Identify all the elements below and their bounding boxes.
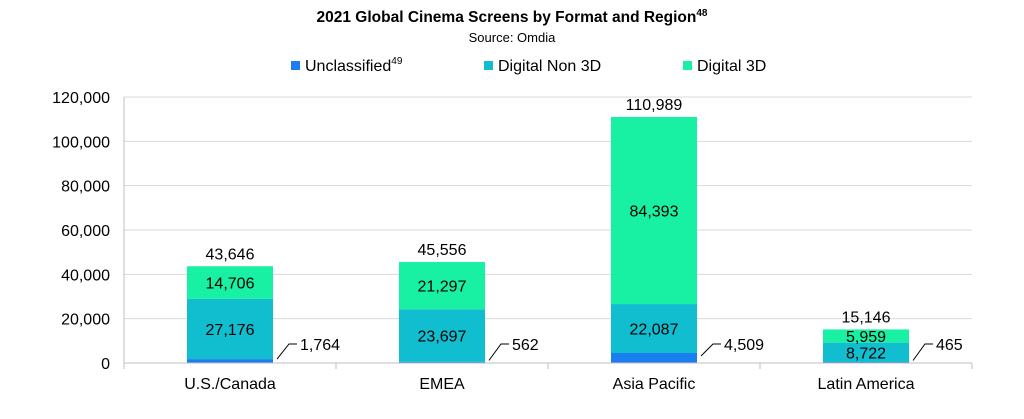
data-label-unclassified: 1,764	[300, 337, 340, 354]
data-label-digital-3d: 14,706	[206, 276, 255, 293]
legend-label-unclassified: Unclassified49	[305, 56, 403, 75]
leader-line	[700, 343, 721, 357]
chart-title-group: 2021 Global Cinema Screens by Format and…	[317, 8, 708, 45]
data-label-unclassified: 465	[936, 337, 963, 354]
leader-line	[488, 343, 509, 361]
x-tick-label: EMEA	[419, 376, 465, 393]
bar-latin-america-unclassified	[823, 361, 909, 363]
data-label-unclassified: 4,509	[724, 337, 764, 354]
legend-swatch-digital-non-3d	[484, 61, 493, 70]
data-label-digital-non-3d: 22,087	[630, 322, 679, 339]
chart-title-footnote: 48	[696, 8, 708, 19]
x-tick-label: Asia Pacific	[613, 376, 696, 393]
y-tick-label: 80,000	[61, 179, 110, 196]
y-tick-label: 0	[101, 356, 110, 373]
y-axis: 0 20,000 40,000 60,000 80,000 100,000 120,000	[52, 90, 125, 373]
bar-emea-digital-non-3d	[399, 309, 485, 362]
y-tick-label: 40,000	[61, 267, 110, 284]
data-label-total: 15,146	[842, 309, 891, 326]
data-label-total: 43,646	[206, 246, 255, 263]
legend-label-digital-non-3d: Digital Non 3D	[498, 58, 601, 75]
bar-u-s-canada-digital-3d	[187, 266, 273, 299]
bar-latin-america-digital-non-3d	[823, 342, 909, 362]
bar-asia-pacific-digital-non-3d	[611, 304, 697, 354]
bar-u-s-canada-unclassified	[187, 359, 273, 363]
data-label-digital-3d: 5,959	[846, 329, 886, 346]
y-tick-label: 120,000	[52, 90, 110, 107]
y-tick-label: 100,000	[52, 134, 110, 151]
data-label-digital-3d: 21,297	[418, 279, 467, 296]
chart-title-text: 2021 Global Cinema Screens by Format and…	[317, 9, 697, 26]
bar-asia-pacific-digital-3d	[611, 116, 697, 305]
bar-latin-america-digital-3d	[823, 329, 909, 343]
chart-title: 2021 Global Cinema Screens by Format and…	[317, 8, 708, 26]
data-label-digital-non-3d: 8,722	[846, 345, 886, 362]
legend: Unclassified49 Digital Non 3D Digital 3D	[291, 56, 766, 75]
legend-label-digital-3d: Digital 3D	[697, 58, 766, 75]
y-tick-label: 60,000	[61, 223, 110, 240]
leader-line	[276, 343, 297, 360]
chart-subtitle: Source: Omdia	[469, 30, 556, 45]
data-label-unclassified: 562	[512, 337, 539, 354]
legend-swatch-unclassified	[291, 61, 300, 70]
data-label-total: 45,556	[418, 242, 467, 259]
data-label-digital-non-3d: 23,697	[418, 328, 467, 345]
x-tick-label: U.S./Canada	[184, 376, 276, 393]
bars	[187, 116, 909, 363]
bar-emea-unclassified	[399, 361, 485, 363]
data-label-total: 110,989	[626, 97, 683, 114]
x-axis: U.S./Canada EMEA Asia Pacific Latin America	[123, 362, 973, 393]
data-labels: 1,764 27,176 14,706 43,646 562 23,697 21,297 45…	[206, 97, 963, 362]
data-label-digital-non-3d: 27,176	[206, 322, 255, 339]
bar-emea-digital-3d	[399, 262, 485, 310]
bar-u-s-canada-digital-non-3d	[187, 298, 273, 360]
x-tick-label: Latin America	[818, 376, 915, 393]
y-tick-label: 20,000	[61, 312, 110, 329]
leader-line	[912, 343, 933, 361]
legend-swatch-digital-3d	[683, 61, 692, 70]
bar-asia-pacific-unclassified	[611, 353, 697, 363]
data-label-digital-3d: 84,393	[630, 204, 679, 221]
